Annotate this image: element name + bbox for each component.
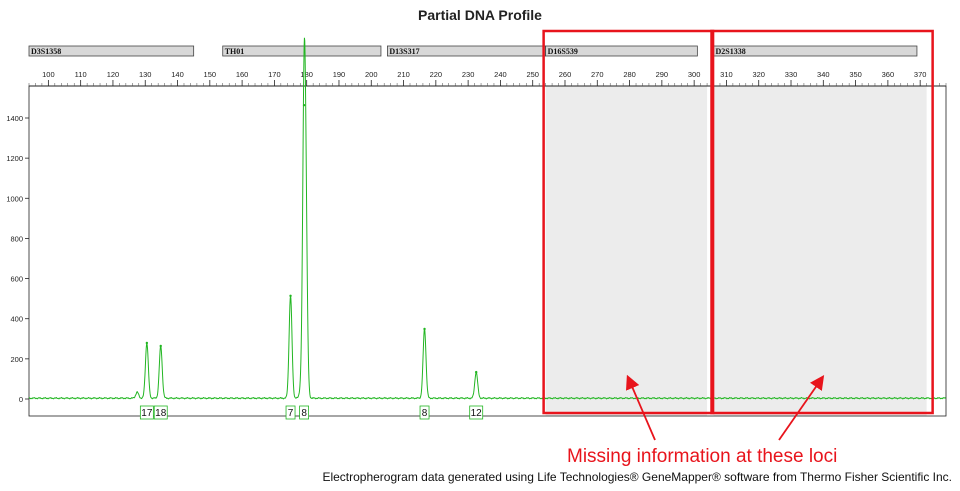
x-tick-label: 210: [397, 70, 410, 79]
x-tick-label: 320: [752, 70, 765, 79]
x-tick-label: 190: [333, 70, 346, 79]
x-tick-label: 180: [300, 70, 313, 79]
peak-point-18: [159, 344, 162, 348]
allele-label-17: 17: [141, 408, 153, 419]
locus-label-d13s317: D13S317: [389, 47, 419, 56]
allele-label-layer: 17 18 7 8 8 12: [139, 103, 484, 420]
x-tick-layer: 100 110 120 130 140 150 160 170 180 190 200 210 220 2…: [28, 70, 947, 86]
y-tick-label: 0: [19, 395, 23, 404]
x-tick-label: 330: [785, 70, 798, 79]
y-tick-label: 1400: [6, 114, 23, 123]
y-tick-label: 600: [10, 275, 23, 284]
series-line-trace: [28, 37, 947, 400]
allele-box: [299, 405, 310, 420]
annotation-arrow: [778, 375, 825, 441]
x-tick-label: 340: [817, 70, 830, 79]
annotation-layer: Missing information at these loci: [567, 374, 837, 467]
x-tick-label: 280: [623, 70, 636, 79]
missing-loci-shading-layer: [545, 86, 927, 416]
trace-layer: [28, 37, 947, 400]
x-tick-label: 360: [882, 70, 895, 79]
x-tick-label: 140: [171, 70, 184, 79]
y-tick-label: 200: [10, 355, 23, 364]
x-tick-label: 150: [204, 70, 217, 79]
locus-label-d16s539: D16S539: [548, 47, 578, 56]
x-tick-label: 240: [494, 70, 507, 79]
x-tick-label: 220: [430, 70, 443, 79]
y-tick-label: 800: [10, 234, 23, 243]
locus-bar-d16s539: [545, 45, 698, 57]
chart-title: Partial DNA Profile: [418, 7, 542, 23]
y-tick-label: 1000: [6, 194, 23, 203]
allele-label-7: 7: [288, 408, 294, 419]
missing-shade-d2s1338: [713, 86, 927, 416]
peak-point-7: [289, 294, 292, 298]
highlight-box-layer: [542, 29, 934, 415]
x-tick-label: 300: [688, 70, 701, 79]
x-tick-label: 170: [268, 70, 281, 79]
allele-label-8: 8: [422, 408, 428, 419]
allele-label-8: 8: [301, 408, 307, 419]
x-tick-label: 160: [236, 70, 249, 79]
highlight-box-d16s539: [542, 29, 715, 415]
x-tick-label: 250: [526, 70, 539, 79]
locus-label-d2s1338: D2S1338: [716, 47, 746, 56]
allele-label-12: 12: [471, 408, 483, 419]
x-tick-label: 260: [559, 70, 572, 79]
peak-point-8: [423, 327, 426, 331]
locus-bar-th01: [222, 45, 382, 57]
missing-shade-d16s539: [545, 86, 708, 416]
x-tick-label: 200: [365, 70, 378, 79]
x-tick-label: 110: [75, 70, 87, 79]
locus-bar-d3s1358: [28, 45, 195, 57]
allele-box: [139, 405, 154, 420]
allele-box: [153, 405, 168, 420]
y-tick-layer: 0 200 400 600 800 1000 1200 1400: [6, 114, 29, 404]
x-tick-label: 290: [656, 70, 669, 79]
x-tick-label: 370: [914, 70, 927, 79]
y-tick-label: 400: [10, 315, 23, 324]
locus-label-d3s1358: D3S1358: [31, 47, 61, 56]
x-tick-label: 130: [139, 70, 152, 79]
highlight-box-d2s1338: [710, 29, 934, 415]
peak-point-8: [302, 103, 306, 107]
allele-box: [419, 405, 430, 420]
locus-bar-layer: D3S1358 TH01 D13S317 D16S539 D2S1338: [28, 45, 918, 57]
allele-box: [285, 405, 296, 420]
allele-label-18: 18: [155, 408, 167, 419]
annotation-arrow: [625, 374, 656, 441]
source-caption: Electropherogram data generated using Li…: [322, 470, 952, 484]
allele-box: [469, 405, 484, 420]
x-tick-label: 310: [720, 70, 733, 79]
locus-label-th01: TH01: [225, 47, 245, 56]
x-tick-label: 120: [107, 70, 120, 79]
x-tick-label: 100: [42, 70, 55, 79]
x-tick-label: 230: [462, 70, 475, 79]
missing-loci-annotation: Missing information at these loci: [567, 446, 837, 467]
x-tick-label: 350: [849, 70, 862, 79]
y-tick-label: 1200: [6, 154, 23, 163]
x-tick-label: 270: [591, 70, 604, 79]
peak-point-12: [474, 370, 478, 374]
peak-point-17: [145, 341, 149, 345]
